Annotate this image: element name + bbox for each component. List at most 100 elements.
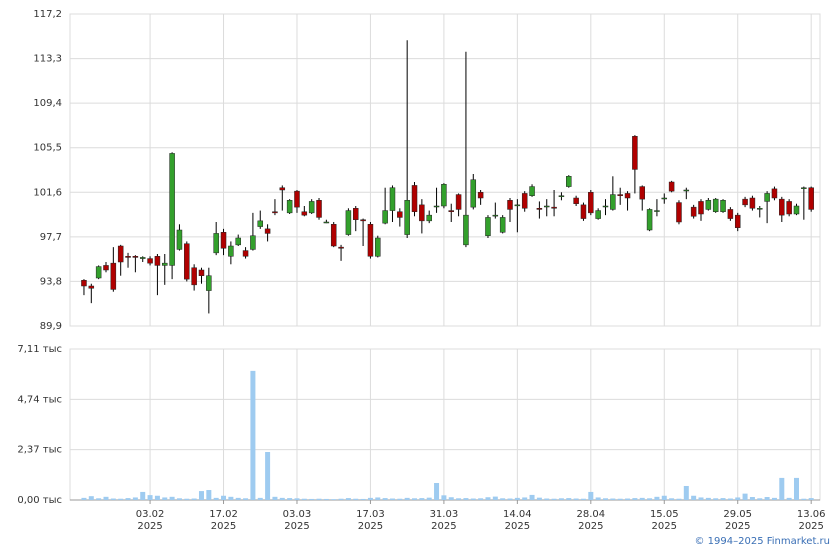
candle-body	[749, 197, 756, 209]
volume-bar	[500, 498, 506, 500]
candle-body	[162, 262, 168, 266]
volume-bar	[367, 497, 373, 500]
candle-body	[220, 232, 227, 249]
candle-body	[279, 187, 286, 191]
volume-bar	[522, 497, 528, 500]
y-tick-label: 113,3	[33, 54, 62, 65]
candle-body	[433, 205, 440, 208]
candle-body	[257, 220, 264, 227]
x-tick-year: 2025	[578, 521, 603, 532]
volume-bar	[140, 491, 146, 500]
x-tick-year: 2025	[137, 521, 162, 532]
candle-body	[668, 181, 675, 192]
candle-body	[566, 176, 572, 187]
volume-bar	[221, 495, 227, 500]
x-tick-label: 13.06	[797, 509, 826, 520]
volume-bar	[279, 497, 285, 500]
y-tick-label: 109,4	[33, 98, 62, 109]
volume-bar	[81, 497, 87, 500]
candle-body	[213, 233, 219, 254]
volume-bar	[749, 497, 755, 500]
volume-bar	[610, 498, 616, 500]
volume-bar	[309, 498, 315, 500]
volume-bar	[456, 498, 462, 500]
volume-bar	[580, 498, 586, 500]
volume-bar	[96, 498, 102, 500]
candle-body	[529, 186, 535, 196]
candle-body	[698, 201, 704, 215]
candle-body	[595, 210, 601, 219]
candle-body	[360, 219, 366, 222]
volume-bar	[492, 496, 498, 500]
candle-body	[507, 200, 513, 210]
candle-body	[712, 198, 719, 212]
volume-bar	[382, 498, 388, 500]
volume-bar	[478, 498, 484, 500]
x-tick-year: 2025	[798, 521, 823, 532]
volume-bar	[742, 493, 748, 500]
volume-bar	[389, 498, 395, 500]
candle-body	[139, 257, 146, 259]
volume-bar	[331, 499, 337, 500]
volume-bar	[397, 498, 403, 500]
volume-bar	[786, 497, 792, 500]
candle-body	[639, 186, 645, 200]
volume-bar	[162, 497, 168, 500]
candle-body	[382, 210, 388, 224]
volume-bar	[110, 498, 116, 500]
candle-body	[184, 243, 190, 280]
candle-body	[367, 224, 374, 257]
x-tick-label: 31.03	[430, 509, 459, 520]
volume-bar	[647, 498, 653, 500]
candle-body	[485, 217, 491, 236]
candle-body	[617, 194, 623, 196]
footer: © 1994–2025 Finmarket.ru	[694, 536, 830, 547]
x-tick-year: 2025	[652, 521, 677, 532]
volume-bar	[801, 498, 807, 500]
candle-body	[602, 205, 609, 208]
volume-bar	[448, 497, 454, 500]
volume-bar	[287, 498, 293, 500]
candle-body	[558, 195, 565, 197]
candle-body	[272, 211, 278, 214]
candle-body	[397, 211, 403, 218]
volume-bar	[213, 497, 219, 500]
volume-tick-label: 7,11 тыс	[17, 344, 62, 355]
volume-bar	[316, 498, 322, 500]
candle-body	[389, 187, 396, 211]
candle-body	[757, 208, 763, 210]
volume-bar	[198, 491, 204, 500]
candle-body	[654, 210, 660, 212]
candle-body	[690, 206, 697, 217]
volume-bar	[544, 498, 550, 500]
volume-bar	[698, 497, 704, 500]
volume-bar	[529, 494, 535, 500]
volume-bar	[353, 498, 359, 500]
candle-body	[345, 210, 352, 235]
candle-body	[624, 193, 631, 199]
volume-bar	[720, 498, 726, 500]
candle-body	[499, 217, 506, 233]
x-tick-year: 2025	[358, 521, 383, 532]
candle-body	[206, 275, 212, 291]
volume-bar	[323, 498, 329, 500]
candle-body	[448, 210, 454, 212]
volume-bar	[625, 498, 631, 500]
volume-bar	[301, 498, 307, 500]
volume-bar	[375, 497, 381, 500]
volume-bar	[228, 496, 234, 500]
volume-bar	[573, 498, 579, 500]
volume-bar	[419, 498, 425, 500]
candle-body	[147, 258, 153, 264]
volume-bar	[485, 497, 491, 500]
candle-body	[676, 202, 682, 223]
candle-body	[88, 285, 95, 289]
volume-bar	[184, 498, 190, 500]
candle-body	[683, 189, 690, 192]
candle-body	[521, 193, 528, 209]
candle-body	[720, 200, 726, 212]
volume-bar	[595, 497, 601, 500]
volume-bar	[727, 498, 733, 500]
volume-bar	[661, 495, 667, 500]
volume-bar	[771, 497, 777, 500]
